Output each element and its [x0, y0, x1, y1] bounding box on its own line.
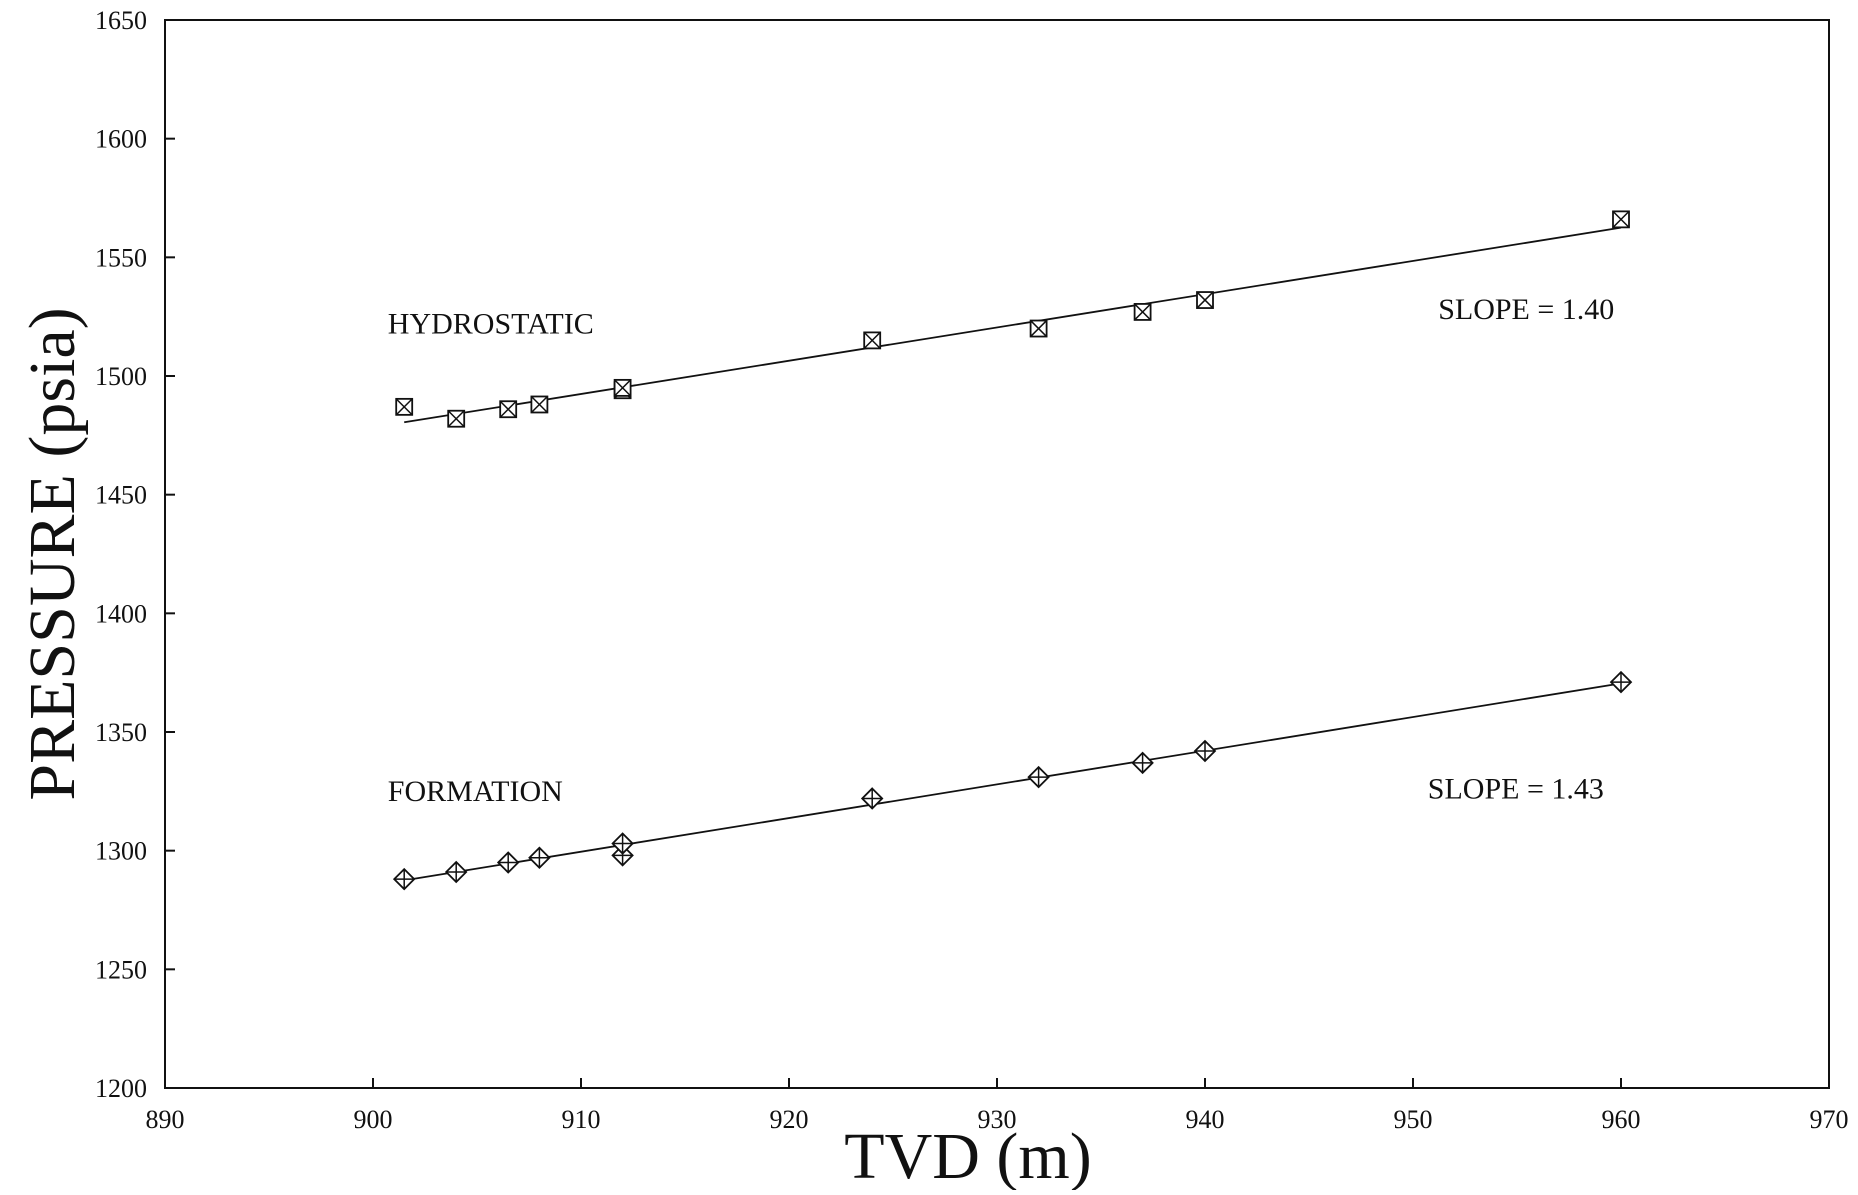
data-point — [1196, 291, 1214, 309]
data-point — [1027, 765, 1050, 789]
y-tick-label: 1450 — [95, 481, 147, 510]
annotation-slope-1-40: SLOPE = 1.40 — [1438, 293, 1614, 326]
annotation-slope-1-43: SLOPE = 1.43 — [1428, 772, 1604, 805]
y-tick-label: 1350 — [95, 718, 147, 747]
data-point — [1029, 319, 1048, 338]
y-tick-label: 1400 — [95, 599, 147, 628]
data-point — [530, 395, 549, 414]
data-point — [611, 844, 634, 867]
data-point — [1612, 210, 1630, 229]
x-tick-label: 920 — [770, 1105, 809, 1134]
data-point — [447, 409, 466, 428]
data-point — [611, 832, 634, 855]
data-point — [496, 851, 520, 874]
data-point — [863, 331, 882, 350]
data-point — [1193, 739, 1217, 763]
data-point — [613, 378, 632, 397]
x-tick-label: 970 — [1810, 1105, 1849, 1134]
annotation-formation: FORMATION — [388, 775, 563, 808]
data-point — [528, 846, 551, 870]
y-tick-label: 1250 — [95, 955, 147, 984]
data-point — [392, 867, 416, 891]
data-point — [860, 787, 884, 810]
annotation-hydrostatic: HYDROSTATIC — [388, 307, 594, 340]
data-point — [1131, 751, 1154, 775]
x-tick-label: 960 — [1602, 1105, 1641, 1134]
series-layer — [392, 210, 1633, 891]
x-tick-label: 900 — [354, 1105, 393, 1134]
data-point — [1609, 670, 1633, 694]
y-tick-label: 1650 — [95, 6, 147, 35]
y-tick-label: 1550 — [95, 243, 147, 272]
plot-frame — [164, 19, 1830, 1089]
x-tick-label: 940 — [1186, 1105, 1225, 1134]
y-tick-label: 1500 — [95, 362, 147, 391]
x-tick-label: 950 — [1394, 1105, 1433, 1134]
series-formation — [392, 670, 1633, 891]
x-tick-label: 910 — [562, 1105, 601, 1134]
data-point — [1133, 303, 1152, 321]
data-point — [499, 400, 518, 419]
x-tick-label: 930 — [978, 1105, 1017, 1134]
y-tick-label: 1200 — [95, 1074, 147, 1103]
y-tick-label: 1600 — [95, 125, 147, 154]
y-tick-label: 1300 — [95, 837, 147, 866]
fit-line — [404, 682, 1622, 882]
fit-line — [404, 226, 1622, 424]
x-axis-title: TVD (m) — [844, 1120, 1091, 1190]
x-axis-ticks: 890 900 910 920 930 940 950 960 970 — [146, 1078, 1849, 1134]
y-axis-title: PRESSURE (psia) — [16, 307, 89, 800]
y-axis-ticks: 1200 1250 1300 1350 1400 1450 1500 1550 1600 1650 — [95, 6, 175, 1103]
series-hydrostatic — [395, 210, 1630, 428]
data-point — [444, 860, 468, 884]
annotation-layer: HYDROSTATIC SLOPE = 1.40 FORMATION SLOPE = … — [388, 293, 1615, 808]
x-tick-label: 890 — [146, 1105, 185, 1134]
data-point — [395, 397, 414, 416]
